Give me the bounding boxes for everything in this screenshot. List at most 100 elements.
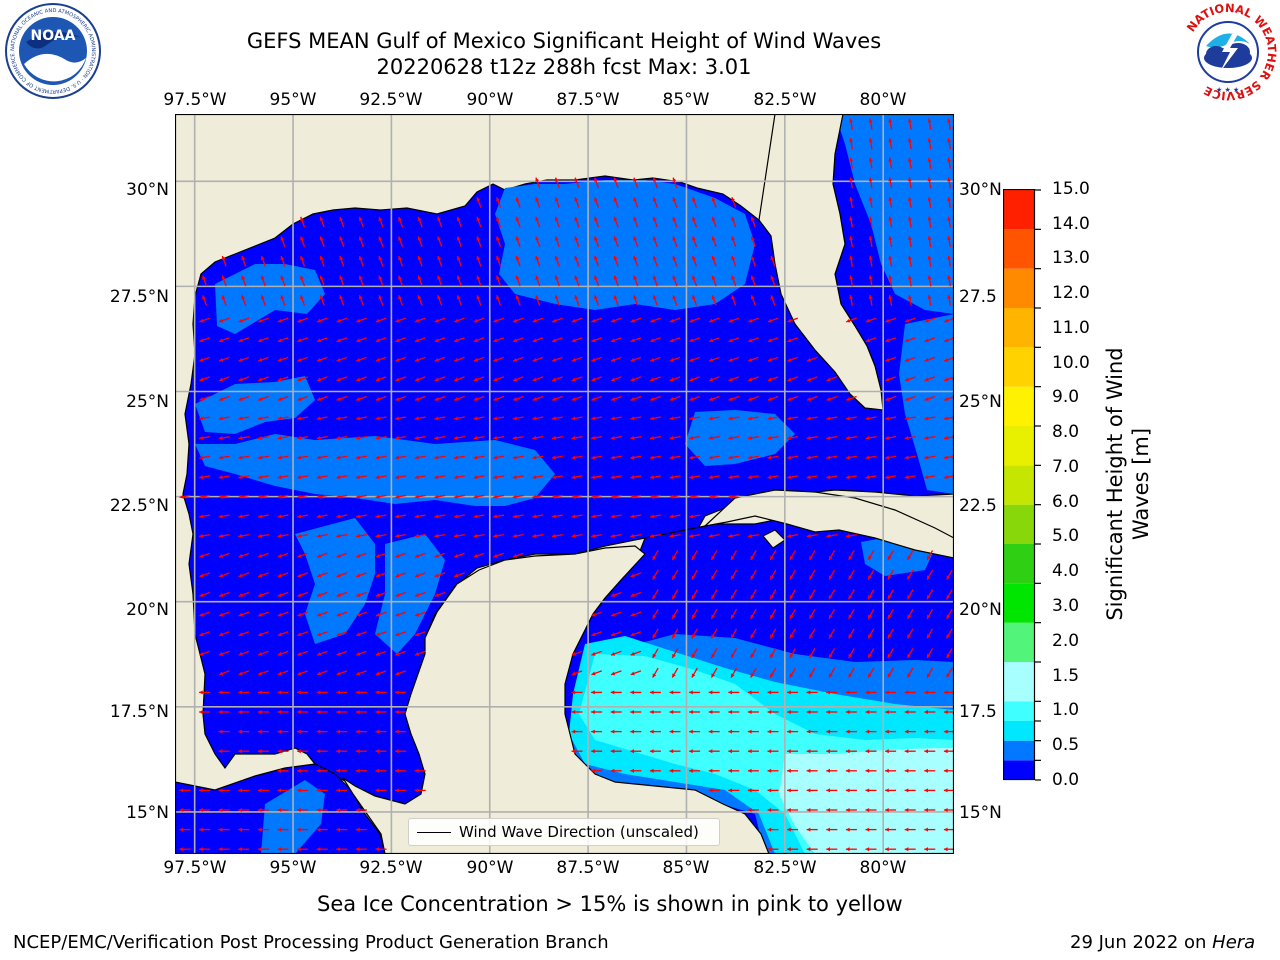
- wave-direction-arrow: [787, 690, 799, 695]
- wave-direction-arrow: [493, 376, 504, 382]
- wave-direction-arrow: [591, 611, 602, 617]
- wave-direction-arrow: [947, 236, 952, 248]
- wave-direction-arrow: [787, 768, 799, 773]
- wave-direction-arrow: [199, 709, 211, 715]
- wave-direction-arrow: [610, 631, 622, 637]
- wave-direction-arrow: [277, 631, 289, 637]
- wave-direction-arrow: [571, 533, 583, 538]
- lat-tick-left: 27.5°N: [109, 287, 169, 307]
- wave-direction-arrow: [787, 435, 799, 440]
- wave-direction-arrow: [591, 475, 603, 480]
- wave-direction-arrow: [199, 807, 211, 813]
- wave-direction-arrow: [828, 589, 836, 600]
- lon-tick-bottom: 82.5°W: [753, 858, 817, 878]
- wave-direction-arrow: [238, 631, 250, 637]
- wave-direction-arrow: [885, 356, 896, 362]
- colorbar-band: [1004, 229, 1034, 269]
- wave-direction-arrow: [358, 255, 364, 267]
- wave-direction-arrow: [277, 788, 289, 793]
- wave-direction-arrow: [708, 749, 720, 754]
- wave-direction-arrow: [728, 455, 740, 460]
- wave-direction-arrow: [865, 847, 877, 852]
- wave-direction-arrow: [944, 376, 954, 382]
- wave-direction-arrow: [591, 317, 602, 323]
- wave-direction-arrow: [808, 667, 816, 678]
- wave-direction-arrow: [571, 690, 583, 695]
- wave-direction-arrow: [613, 275, 619, 287]
- wave-direction-arrow: [532, 533, 544, 538]
- wave-direction-arrow: [708, 768, 720, 773]
- wave-direction-arrow: [671, 667, 679, 678]
- wave-direction-arrow: [473, 514, 485, 519]
- wave-direction-arrow: [924, 709, 936, 715]
- wave-direction-arrow: [865, 435, 877, 440]
- wave-direction-arrow: [473, 552, 485, 558]
- wave-direction-arrow: [300, 236, 306, 247]
- wave-direction-arrow: [241, 275, 247, 287]
- wave-direction-arrow: [512, 435, 524, 440]
- wave-direction-arrow: [613, 236, 619, 247]
- wave-direction-arrow: [395, 552, 406, 558]
- wave-direction-arrow: [375, 494, 387, 499]
- wave-direction-arrow: [650, 317, 661, 323]
- wave-direction-arrow: [767, 337, 779, 343]
- wave-direction-arrow: [297, 650, 308, 656]
- wave-direction-arrow: [552, 395, 563, 401]
- wave-direction-arrow: [238, 729, 250, 734]
- colorbar-band: [1004, 701, 1034, 721]
- wave-direction-arrow: [652, 216, 658, 228]
- wave-direction-arrow: [691, 648, 698, 659]
- wave-direction-arrow: [199, 494, 211, 499]
- wave-direction-arrow: [238, 709, 250, 715]
- wave-direction-arrow: [731, 197, 737, 208]
- wave-direction-arrow: [277, 416, 289, 421]
- wave-direction-arrow: [845, 435, 857, 440]
- colorbar-tick: 4.0: [1052, 561, 1080, 581]
- wave-direction-arrow: [808, 550, 816, 561]
- wave-direction-arrow: [277, 847, 289, 852]
- wave-direction-arrow: [434, 317, 446, 323]
- wave-direction-arrow: [496, 216, 502, 228]
- wave-direction-arrow: [826, 768, 838, 773]
- wave-direction-arrow: [319, 216, 325, 228]
- wave-direction-arrow: [434, 514, 446, 519]
- wave-direction-arrow: [708, 416, 720, 421]
- wave-direction-arrow: [787, 475, 799, 480]
- wave-direction-arrow: [355, 533, 367, 538]
- wave-direction-arrow: [336, 807, 348, 813]
- wave-direction-arrow: [496, 236, 502, 247]
- wave-direction-arrow: [630, 631, 642, 637]
- wave-direction-arrow: [750, 648, 757, 659]
- wave-direction-arrow: [453, 514, 465, 519]
- wave-direction-arrow: [887, 667, 894, 678]
- wave-direction-arrow: [846, 395, 857, 401]
- wave-direction-arrow: [238, 337, 250, 343]
- wave-direction-arrow: [630, 395, 642, 401]
- wave-direction-arrow: [532, 494, 544, 499]
- wave-direction-arrow: [630, 337, 642, 343]
- wave-direction-arrow: [710, 589, 718, 600]
- wave-direction-arrow: [316, 435, 328, 440]
- wave-direction-arrow: [277, 611, 289, 617]
- wave-direction-arrow: [238, 475, 250, 480]
- wave-direction-arrow: [849, 275, 854, 287]
- wave-direction-arrow: [496, 295, 502, 306]
- wave-direction-arrow: [769, 628, 777, 639]
- wave-direction-arrow: [238, 395, 250, 401]
- wave-direction-arrow: [554, 197, 560, 208]
- wave-direction-arrow: [868, 255, 873, 267]
- wave-direction-arrow: [551, 514, 563, 519]
- wave-direction-arrow: [885, 475, 897, 480]
- wave-direction-arrow: [613, 216, 619, 228]
- wave-direction-arrow: [610, 670, 622, 676]
- wave-direction-arrow: [769, 648, 777, 659]
- wave-direction-arrow: [277, 533, 289, 538]
- wave-direction-arrow: [692, 255, 698, 267]
- wave-direction-arrow: [395, 591, 406, 597]
- wave-direction-arrow: [849, 255, 854, 267]
- wave-direction-arrow: [767, 807, 779, 813]
- wave-direction-arrow: [806, 788, 818, 793]
- wave-direction-arrow: [926, 550, 934, 561]
- wave-direction-arrow: [904, 709, 916, 715]
- wave-direction-arrow: [865, 475, 877, 480]
